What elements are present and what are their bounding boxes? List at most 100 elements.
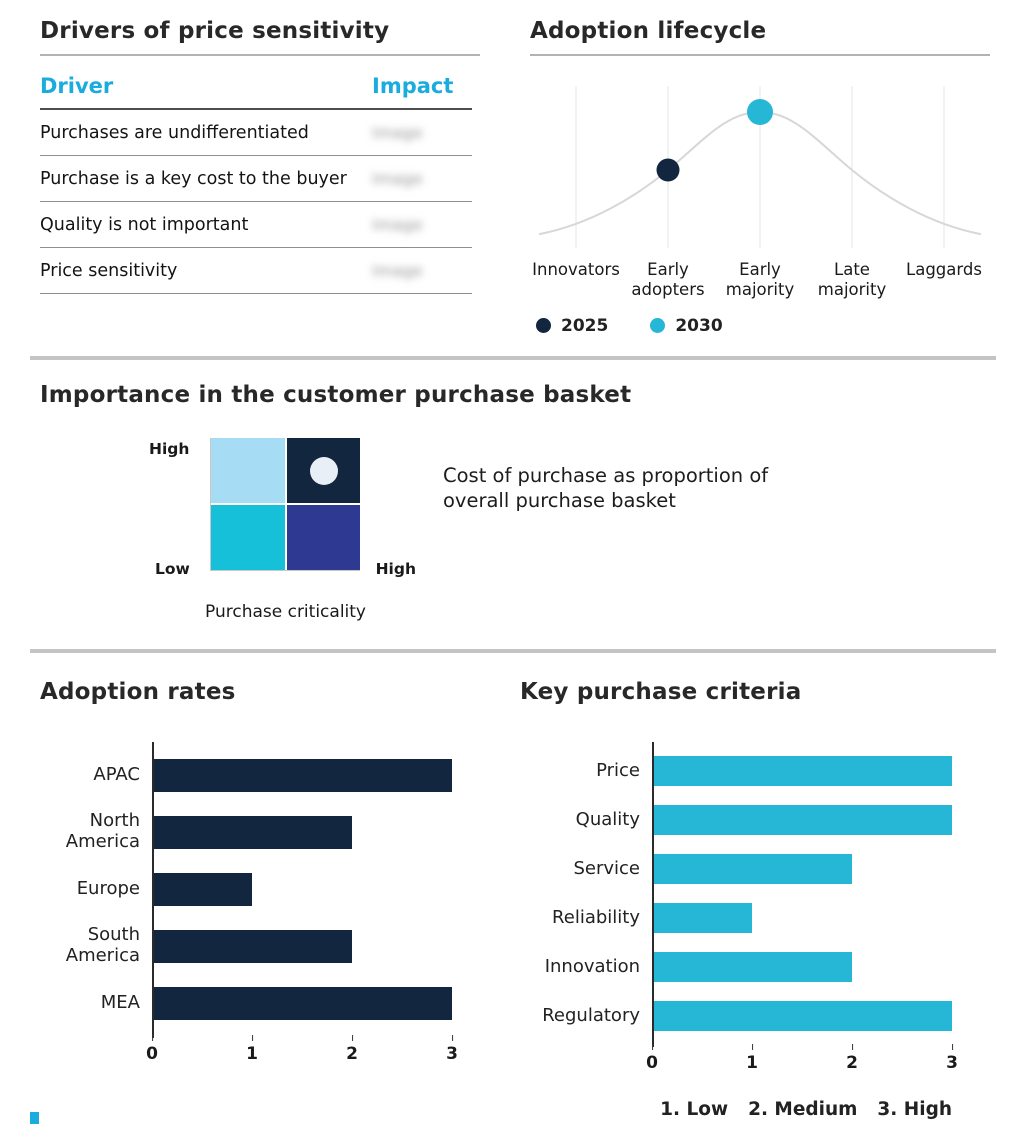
point-2030 xyxy=(747,99,773,125)
drivers-table-header: Driver Impact xyxy=(40,74,472,110)
bar-row: Innovation xyxy=(520,943,956,992)
adoption-rates-title: Adoption rates xyxy=(40,678,236,705)
x-label-late-majority: Late majority xyxy=(817,260,887,299)
bar-label: APAC xyxy=(93,763,140,785)
tick-2: 2 xyxy=(846,1043,858,1073)
legend-item-2030: 2030 xyxy=(650,315,723,336)
bar-track xyxy=(652,1001,952,1032)
drivers-panel: Drivers of price sensitivity Driver Impa… xyxy=(40,18,480,336)
bar xyxy=(652,1001,952,1032)
scale-medium: 2. Medium xyxy=(748,1098,858,1120)
x-axis-ticks: 0 1 2 3 xyxy=(146,1034,458,1072)
bar-label: South America xyxy=(65,924,140,967)
bar-label: Innovation xyxy=(544,955,640,977)
bar-track xyxy=(152,758,452,792)
tick-1: 1 xyxy=(746,1043,758,1073)
table-row: Purchase is a key cost to the buyer Imag… xyxy=(40,156,472,202)
basket-title: Importance in the customer purchase bask… xyxy=(40,381,632,408)
legend-dot-2030 xyxy=(650,318,666,334)
bar-track xyxy=(652,952,952,983)
section-divider xyxy=(30,355,996,360)
bar-track xyxy=(152,929,452,963)
matrix-annotation: Cost of purchase as proportion of overal… xyxy=(443,463,769,512)
bar-label: Reliability xyxy=(552,906,640,928)
bar xyxy=(652,756,952,787)
bar-label: Regulatory xyxy=(542,1004,640,1026)
bar xyxy=(652,903,752,934)
quadrant-bottom-left xyxy=(211,504,285,570)
page-corner-accent xyxy=(30,1112,39,1124)
bar xyxy=(652,952,852,983)
bar-label: North America xyxy=(65,810,140,853)
impact-blurred-value: Image xyxy=(372,216,424,234)
lifecycle-title-rule xyxy=(530,54,990,56)
impact-cell: Image xyxy=(372,169,472,188)
bar-label: Price xyxy=(596,759,640,781)
impact-cell: Image xyxy=(372,123,472,142)
bar-track xyxy=(152,872,452,906)
purchase-criteria-title: Key purchase criteria xyxy=(520,678,802,705)
bar-track xyxy=(652,805,952,836)
drivers-title-rule xyxy=(40,54,480,56)
impact-blurred-value: Image xyxy=(372,124,424,142)
matrix-marker-dot xyxy=(310,456,338,485)
quadrant-bottom-right xyxy=(286,504,360,570)
tick-3: 3 xyxy=(446,1034,458,1064)
bar-row: Europe xyxy=(40,861,492,918)
bar-track xyxy=(652,903,952,934)
bar xyxy=(152,986,452,1020)
bar xyxy=(652,805,952,836)
lifecycle-title: Adoption lifecycle xyxy=(530,18,767,44)
bar-track xyxy=(152,986,452,1020)
x-axis-high-label: High xyxy=(375,559,416,578)
quadrant-matrix: High Low High Purchase criticality xyxy=(149,437,416,622)
table-row: Price sensitivity Image xyxy=(40,248,472,294)
x-label-innovators: Innovators xyxy=(532,260,620,279)
drivers-title: Drivers of price sensitivity xyxy=(40,18,390,44)
bar-label: Europe xyxy=(76,877,140,899)
lifecycle-curve-chart xyxy=(539,86,981,248)
bar xyxy=(652,854,852,885)
y-axis-high-label: High xyxy=(149,439,190,458)
bar-label: MEA xyxy=(100,991,140,1013)
x-label-laggards: Laggards xyxy=(906,260,982,279)
basket-section: Importance in the customer purchase bask… xyxy=(40,382,996,633)
tick-2: 2 xyxy=(346,1034,358,1064)
drivers-table: Driver Impact Purchases are undifferenti… xyxy=(40,74,472,294)
impact-cell: Image xyxy=(372,261,472,280)
bar-row: Regulatory xyxy=(520,992,956,1041)
purchase-criteria-chart: Price Quality Service Reliability Innova… xyxy=(520,741,958,1081)
bar-row: Service xyxy=(520,845,956,894)
bar-label: Quality xyxy=(575,808,640,830)
table-row: Purchases are undifferentiated Image xyxy=(40,110,472,156)
x-label-early-adopters: Early adopters xyxy=(631,260,705,299)
scale-low: 1. Low xyxy=(660,1098,729,1120)
legend-label-2030: 2030 xyxy=(675,315,723,336)
bar-track xyxy=(652,854,952,885)
quadrant-top-left xyxy=(211,437,285,503)
matrix-layout: High Low High Purchase criticality Cost … xyxy=(40,437,996,633)
bar-track xyxy=(652,756,952,787)
bar-row: South America xyxy=(40,918,492,975)
tick-0: 0 xyxy=(646,1043,658,1073)
impact-blurred-value: Image xyxy=(372,262,424,280)
driver-cell: Price sensitivity xyxy=(40,260,178,281)
y-axis-low-label: Low xyxy=(155,559,190,578)
bar-track xyxy=(152,815,452,849)
bar-row: Quality xyxy=(520,796,956,845)
tick-3: 3 xyxy=(946,1043,958,1073)
bar xyxy=(152,929,352,963)
bar xyxy=(152,758,452,792)
lifecycle-panel: Adoption lifecycle Innovators Early adop… xyxy=(530,18,990,336)
scale-legend: 1. Low 2. Medium 3. High xyxy=(520,1099,952,1120)
y-axis-line xyxy=(152,741,154,1038)
y-axis-line xyxy=(652,741,654,1047)
section-divider xyxy=(30,648,996,653)
x-label-early-majority: Early majority xyxy=(725,260,795,299)
tick-0: 0 xyxy=(146,1034,158,1064)
purchase-criteria-panel: Key purchase criteria Price Quality Serv… xyxy=(520,678,958,1120)
driver-cell: Quality is not important xyxy=(40,214,249,235)
impact-blurred-value: Image xyxy=(372,170,424,188)
bar xyxy=(152,872,252,906)
